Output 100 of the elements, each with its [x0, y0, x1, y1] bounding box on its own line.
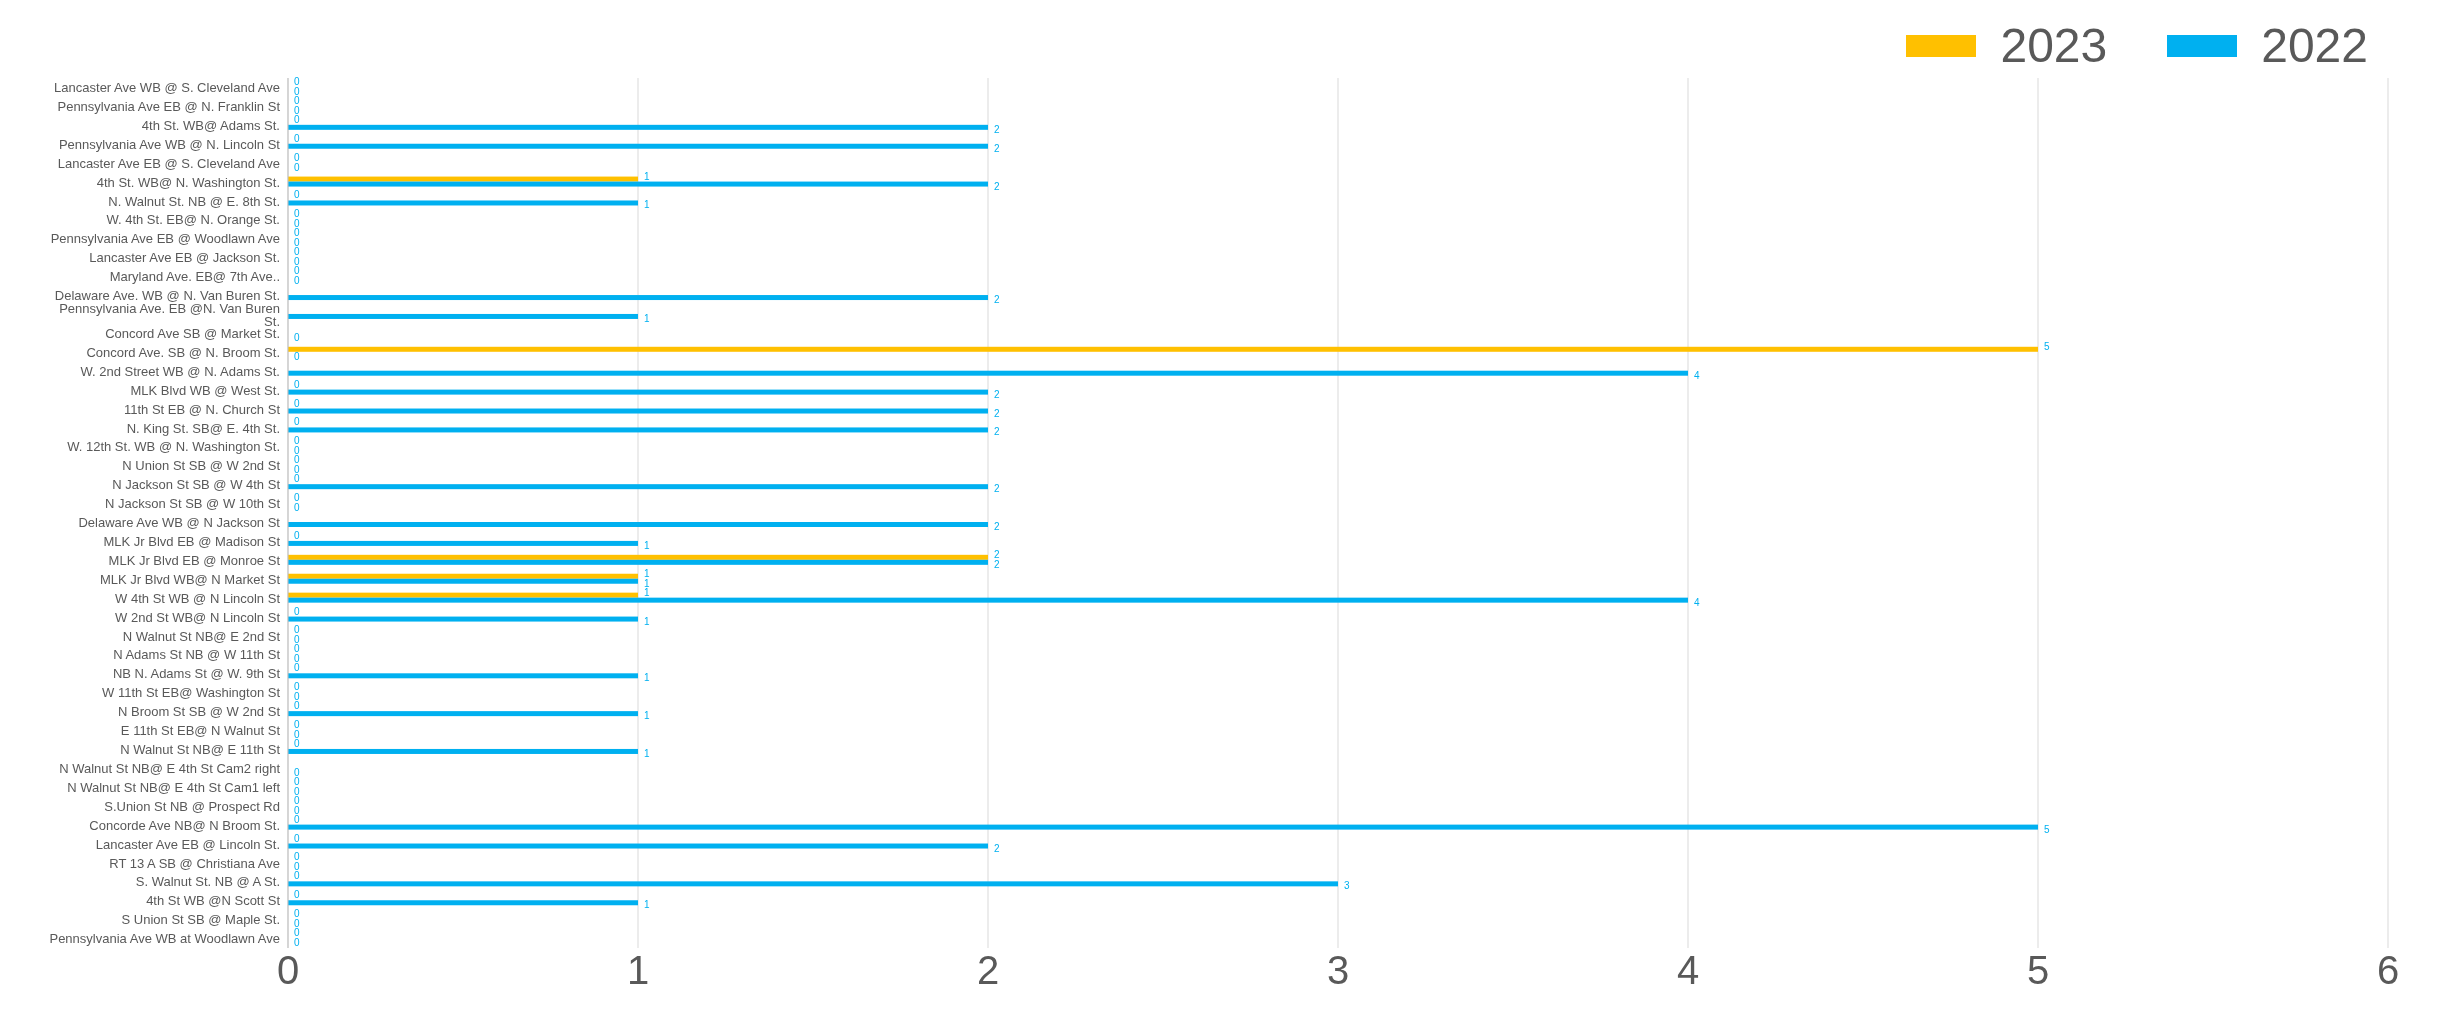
y-tick-label: N Walnut St NB@ E 11th St: [120, 742, 281, 758]
data-label: 0: [294, 502, 300, 514]
x-tick-label: 4: [1676, 948, 1700, 993]
data-label: 2: [994, 294, 1000, 306]
y-tick-label: 11th St EB @ N. Church St: [123, 401, 281, 417]
data-label: 1: [644, 615, 650, 627]
y-tick-label: S. Walnut St. NB @ A St.: [135, 874, 280, 890]
data-label: 0: [294, 473, 300, 485]
y-tick-label: S.Union St NB @ Prospect Rd: [104, 798, 280, 814]
data-label: 0: [294, 624, 300, 636]
y-tick-label: Delaware Ave WB @ N Jackson St: [78, 515, 281, 531]
bar: [288, 427, 988, 433]
data-label: 1: [644, 747, 650, 759]
data-label: 0: [294, 634, 300, 646]
data-label: 0: [294, 700, 300, 712]
y-tick-label: RT 13 A SB @ Christiana Ave: [109, 855, 280, 871]
y-tick-label: N Walnut St NB@ E 4th St Cam2 right: [59, 760, 281, 776]
y-tick-label: Lancaster Ave EB @ S. Cleveland Ave: [57, 155, 280, 171]
y-tick-label: 4th St WB @N Scott St: [146, 893, 281, 909]
y-tick-label: W. 12th St. WB @ N. Washington St.: [67, 439, 280, 455]
data-label: 1: [644, 539, 650, 551]
data-label: 4: [1694, 369, 1700, 381]
data-label: 0: [294, 378, 300, 390]
y-tick-label: MLK Jr Blvd WB@ N Market St: [99, 571, 281, 587]
bar: [288, 143, 988, 149]
data-label: 0: [294, 435, 300, 447]
data-label: 0: [294, 785, 300, 797]
legend-label: 2023: [2000, 18, 2108, 73]
y-tick-label: N Broom St SB @ W 2nd St: [117, 704, 281, 720]
y-tick-label: Concord Ave. SB @ N. Broom St.: [86, 344, 280, 360]
y-tick-label: N Jackson St SB @ W 10th St: [104, 496, 281, 512]
bar: [288, 176, 638, 182]
y-tick-label: N Walnut St NB@ E 2nd St: [122, 628, 281, 644]
data-label: 2: [994, 180, 1000, 192]
bar: [288, 200, 638, 206]
data-label: 0: [294, 643, 300, 655]
data-label: 2: [994, 123, 1000, 135]
data-label: 0: [294, 918, 300, 930]
data-label: 0: [294, 246, 300, 258]
data-label: 0: [294, 208, 300, 220]
data-label: 0: [294, 662, 300, 674]
y-tick-label: N Union St SB @ W 2nd St: [122, 458, 281, 474]
y-tick-label: 4th St. WB@ Adams St.: [141, 117, 280, 133]
data-label: 1: [644, 672, 650, 684]
bar: [288, 597, 1688, 603]
data-label: 0: [294, 76, 300, 87]
y-tick-label: Pennsylvania Ave WB at Woodlawn Ave: [49, 931, 280, 947]
y-tick-label: Lancaster Ave WB @ S. Cleveland Ave: [54, 80, 280, 96]
bar: [288, 573, 638, 579]
data-label: 0: [294, 870, 300, 882]
y-tick-label: E 11th St EB@ N Walnut St: [120, 723, 281, 739]
data-label: 0: [294, 851, 300, 863]
data-label: 0: [294, 218, 300, 230]
data-label: 0: [294, 445, 300, 457]
data-label: 2: [994, 426, 1000, 438]
y-tick-label: W. 4th St. EB@ N. Orange St.: [106, 212, 280, 228]
data-label: 0: [294, 275, 300, 287]
data-label: 0: [294, 804, 300, 816]
data-label: 0: [294, 227, 300, 239]
data-label: 0: [294, 794, 300, 806]
bar: [288, 408, 988, 414]
data-label: 2: [994, 842, 1000, 854]
bar: [288, 484, 988, 490]
y-tick-label: Maryland Ave. EB@ 7th Ave..: [109, 269, 280, 285]
x-tick-label: 6: [2376, 948, 2400, 993]
data-label: 1: [644, 577, 650, 589]
data-label: 0: [294, 681, 300, 693]
bar: [288, 748, 638, 754]
bar: [288, 711, 638, 717]
data-label: 2: [994, 558, 1000, 570]
data-label: 2: [994, 142, 1000, 154]
y-tick-label: Delaware Ave. WB @ N. Van Buren St.: [54, 288, 280, 304]
y-tick-label: N. King St. SB@ E. 4th St.: [126, 420, 280, 436]
y-tick-label: Concorde Ave NB@ N Broom St.: [89, 817, 280, 833]
data-label: 0: [294, 653, 300, 665]
y-tick-label: NB N. Adams St @ W. 9th St: [112, 666, 281, 682]
bar: [288, 540, 638, 546]
bar: [288, 900, 638, 906]
data-label: 0: [294, 775, 300, 787]
y-tick-label: Concord Ave SB @ Market St.: [105, 325, 280, 341]
y-tick-label: N Walnut St NB@ E 4th St Cam1 left: [67, 779, 281, 795]
bar: [288, 592, 638, 598]
data-label: 0: [294, 691, 300, 703]
data-label: 0: [294, 937, 300, 949]
bar: [288, 673, 638, 679]
data-label: 0: [294, 908, 300, 920]
x-tick-label: 1: [626, 948, 650, 993]
x-tick-label: 2: [976, 948, 1000, 993]
data-label: 2: [994, 548, 1000, 560]
data-label: 2: [994, 521, 1000, 532]
bar: [288, 559, 988, 565]
y-tick-label: 4th St. WB@ N. Washington St.: [96, 174, 280, 190]
data-label: 0: [294, 104, 300, 116]
data-label: 0: [294, 464, 300, 476]
data-label: 0: [294, 889, 300, 901]
bar: [288, 389, 988, 395]
data-label: 0: [294, 237, 300, 249]
data-label: 0: [294, 350, 300, 362]
data-label: 0: [294, 766, 300, 778]
data-label: 1: [644, 312, 650, 324]
